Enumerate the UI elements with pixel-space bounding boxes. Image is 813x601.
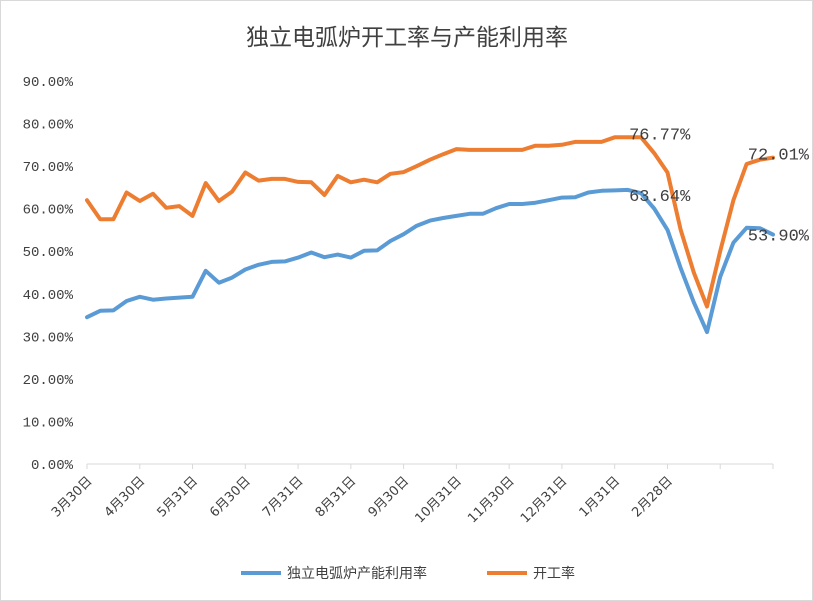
y-tick-label: 80.00% — [23, 118, 74, 134]
series-line-utilization — [85, 187, 775, 335]
data-label-utilization-peak: 63.64% — [629, 188, 691, 207]
x-axis-ticks: 3月30日 4月30日 5月31日 6月30日 7月31日 8月31日 9月30日 10月31… — [49, 464, 774, 526]
x-tick-label: 5月31日 — [154, 474, 201, 521]
x-tick-label: 6月30日 — [207, 474, 254, 521]
y-tick-label: 40.00% — [23, 288, 74, 304]
legend-label-utilization: 独立电弧炉产能利用率 — [287, 565, 427, 582]
y-tick-label: 20.00% — [23, 373, 74, 389]
series-line-operating-rate — [85, 135, 775, 309]
x-tick-label: 4月30日 — [102, 474, 149, 521]
series-layer — [85, 135, 775, 335]
x-tick-label: 9月30日 — [366, 474, 413, 521]
x-tick-label: 11月30日 — [465, 474, 517, 526]
x-tick-label: 7月31日 — [260, 474, 307, 521]
legend-label-operating-rate: 开工率 — [533, 565, 575, 582]
y-tick-label: 10.00% — [23, 415, 74, 431]
data-label-operating-rate-peak: 76.77% — [629, 126, 691, 145]
x-tick-label: 8月31日 — [313, 474, 360, 521]
data-label-utilization-end: 53.90% — [748, 228, 810, 247]
x-tick-label: 1月31日 — [577, 474, 624, 521]
legend: 独立电弧炉产能利用率 开工率 — [241, 565, 575, 582]
x-tick-label: 10月31日 — [412, 474, 464, 526]
data-labels: 76.77% 63.64% 72.01% 53.90% — [629, 126, 810, 246]
chart-title: 独立电弧炉开工率与产能利用率 — [246, 25, 568, 51]
x-tick-label: 2月28日 — [629, 474, 676, 521]
y-tick-label: 30.00% — [23, 330, 74, 346]
data-label-operating-rate-end: 72.01% — [748, 147, 810, 166]
x-tick-label: 3月30日 — [49, 474, 96, 521]
y-tick-label: 60.00% — [23, 203, 74, 219]
x-tick-label: 12月31日 — [518, 474, 570, 526]
y-tick-label: 90.00% — [23, 75, 74, 91]
y-tick-label: 50.00% — [23, 245, 74, 261]
y-tick-label: 70.00% — [23, 160, 74, 176]
y-axis-ticks: 0.00% 10.00% 20.00% 30.00% 40.00% 50.00% 60.00… — [23, 75, 74, 474]
y-tick-label: 0.00% — [31, 458, 74, 474]
